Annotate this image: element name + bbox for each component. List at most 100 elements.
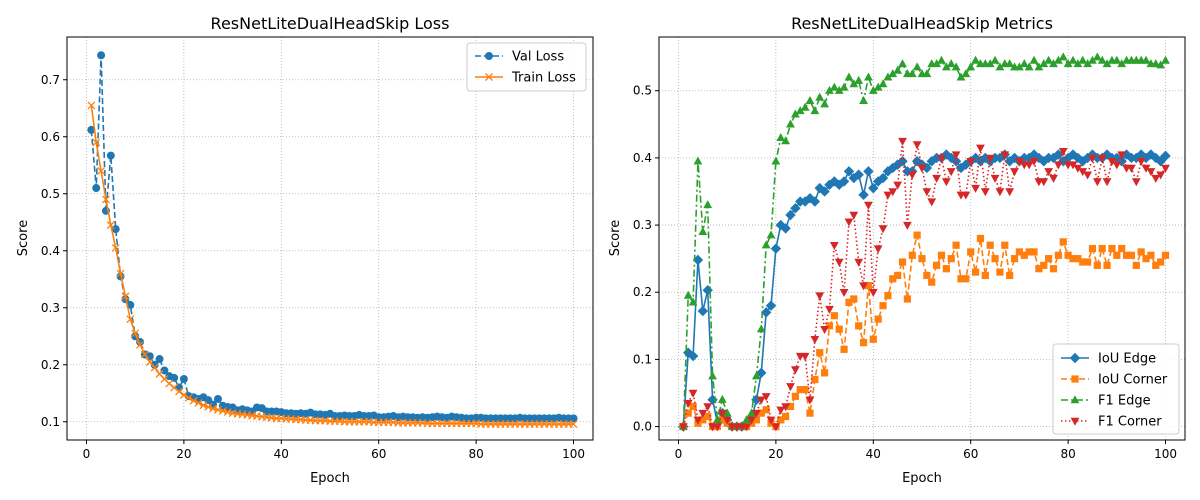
- series-f1-edge-point: [815, 92, 825, 101]
- series-iou-edge-point: [692, 254, 704, 266]
- legend-val-loss-label: Val Loss: [512, 50, 564, 65]
- series-f1-corner-point: [1141, 164, 1151, 173]
- series-f1-edge-point: [747, 408, 756, 417]
- series-f1-corner-point: [971, 184, 980, 193]
- series-iou-corner-point: [981, 271, 989, 280]
- series-iou-edge-point: [1067, 149, 1079, 160]
- loss-chart-title: ResNetLiteDualHeadSkip Loss: [211, 14, 450, 33]
- metrics-x-tick-label: 0: [675, 447, 683, 461]
- series-iou-corner-point: [752, 416, 761, 424]
- series-f1-corner-point: [678, 423, 688, 432]
- series-iou-corner-point: [947, 255, 955, 263]
- loss-x-tick-label: 40: [274, 447, 289, 461]
- series-iou-corner-point: [1064, 251, 1072, 259]
- series-iou-corner-point: [1001, 241, 1009, 249]
- series-iou-corner-point: [1054, 251, 1062, 259]
- series-f1-corner-point: [1078, 168, 1088, 177]
- series-f1-edge-point: [941, 62, 951, 71]
- metrics-chart-title: ResNetLiteDualHeadSkip Metrics: [791, 14, 1053, 33]
- legend-iou-edge-label: IoU Edge: [1098, 352, 1156, 367]
- series-iou-edge-point: [877, 172, 889, 184]
- series-iou-corner-point: [986, 241, 994, 249]
- series-f1-corner-point: [1131, 178, 1141, 187]
- series-f1-edge-point: [1088, 55, 1097, 64]
- series-f1-edge-point: [1049, 59, 1058, 68]
- series-f1-corner-point: [1156, 171, 1166, 180]
- series-f1-corner-point: [937, 154, 946, 163]
- series-train-loss-point: [87, 101, 96, 110]
- metrics-y-tick-label: 0.2: [633, 285, 652, 299]
- legend-train-loss-label: Train Loss: [511, 71, 576, 86]
- series-iou-corner-point: [884, 291, 892, 300]
- series-iou-corner-point: [1040, 261, 1048, 269]
- series-iou-corner-point: [1152, 261, 1160, 269]
- series-iou-corner-point: [1015, 248, 1024, 256]
- loss-y-axis-label: Score: [16, 220, 31, 256]
- series-iou-corner-point: [850, 295, 858, 303]
- series-f1-edge-point: [1053, 55, 1063, 64]
- series-iou-corner-point: [1045, 255, 1053, 263]
- series-iou-corner-point: [1069, 255, 1077, 263]
- series-f1-edge-point: [766, 230, 776, 239]
- series-f1-edge-point: [1141, 55, 1151, 64]
- metrics-legend-box: [1052, 343, 1180, 435]
- series-iou-corner-point: [840, 345, 848, 353]
- series-iou-edge-point: [785, 209, 796, 221]
- series-f1-edge-point: [708, 371, 717, 380]
- series-train-loss-point: [140, 350, 149, 359]
- series-train-loss-point: [204, 402, 213, 411]
- series-f1-edge-point: [990, 55, 1000, 64]
- series-f1-edge-point: [937, 55, 946, 64]
- series-f1-corner-point: [1127, 164, 1136, 173]
- series-iou-corner-point: [942, 265, 950, 273]
- series-f1-edge-point: [844, 72, 854, 81]
- series-f1-corner-point: [752, 409, 761, 418]
- series-f1-edge-point: [932, 59, 942, 68]
- series-iou-edge-point: [868, 182, 879, 194]
- series-f1-corner-point: [946, 168, 956, 177]
- series-f1-edge-point: [1097, 55, 1107, 64]
- series-iou-corner-point: [1142, 255, 1150, 263]
- loss-y-tick-label: 0.4: [41, 244, 60, 258]
- series-f1-edge-point: [868, 85, 878, 94]
- series-f1-edge-point: [1092, 52, 1102, 61]
- series-f1-corner-point: [683, 399, 693, 408]
- legend-f1-corner-label: F1 Corner: [1098, 415, 1162, 430]
- series-iou-corner-point: [1020, 251, 1028, 259]
- series-f1-edge-point: [1019, 59, 1029, 68]
- series-train-loss-point: [209, 404, 218, 413]
- series-val-loss-point: [92, 184, 101, 193]
- series-f1-corner-point: [985, 154, 995, 163]
- series-iou-edge-point: [760, 307, 772, 318]
- series-f1-corner-point: [1092, 178, 1102, 187]
- series-iou-corner-point: [1113, 251, 1121, 259]
- series-iou-corner-point: [971, 268, 980, 276]
- series-f1-corner-point: [747, 416, 756, 425]
- loss-y-tick-label: 0.6: [41, 130, 60, 144]
- series-f1-corner-point: [849, 211, 859, 220]
- metrics-series-layer: [678, 52, 1171, 432]
- series-iou-corner-point: [791, 392, 799, 400]
- series-val-loss-point: [213, 394, 222, 403]
- series-iou-corner-point: [1161, 251, 1170, 259]
- series-iou-edge-point: [960, 159, 972, 170]
- series-iou-corner-point: [825, 322, 834, 330]
- series-iou-corner-point: [1079, 258, 1087, 266]
- series-iou-corner-point: [1122, 251, 1131, 259]
- series-f1-corner-point: [878, 225, 888, 234]
- series-f1-corner-point: [990, 174, 1000, 183]
- series-iou-corner-point: [952, 241, 960, 249]
- series-iou-corner-point: [903, 295, 911, 303]
- legend-val-loss-marker: [485, 52, 493, 60]
- series-iou-corner-point: [869, 335, 877, 343]
- metrics-x-tick-label: 80: [1060, 447, 1075, 461]
- series-f1-corner-point: [688, 389, 698, 398]
- series-f1-edge-point: [961, 69, 971, 78]
- series-f1-corner-point: [1005, 188, 1015, 197]
- loss-x-tick-label: 0: [83, 447, 91, 461]
- legend-entry-val-loss: Val Loss: [475, 50, 564, 65]
- series-iou-corner-point: [830, 312, 838, 320]
- legend-f1-corner-marker: [1070, 417, 1080, 426]
- metrics-chart: 0 20 40 60 80 100 0.0 0.1 0.2 0.3 0.4 0.5 ResNetLi…: [608, 14, 1186, 486]
